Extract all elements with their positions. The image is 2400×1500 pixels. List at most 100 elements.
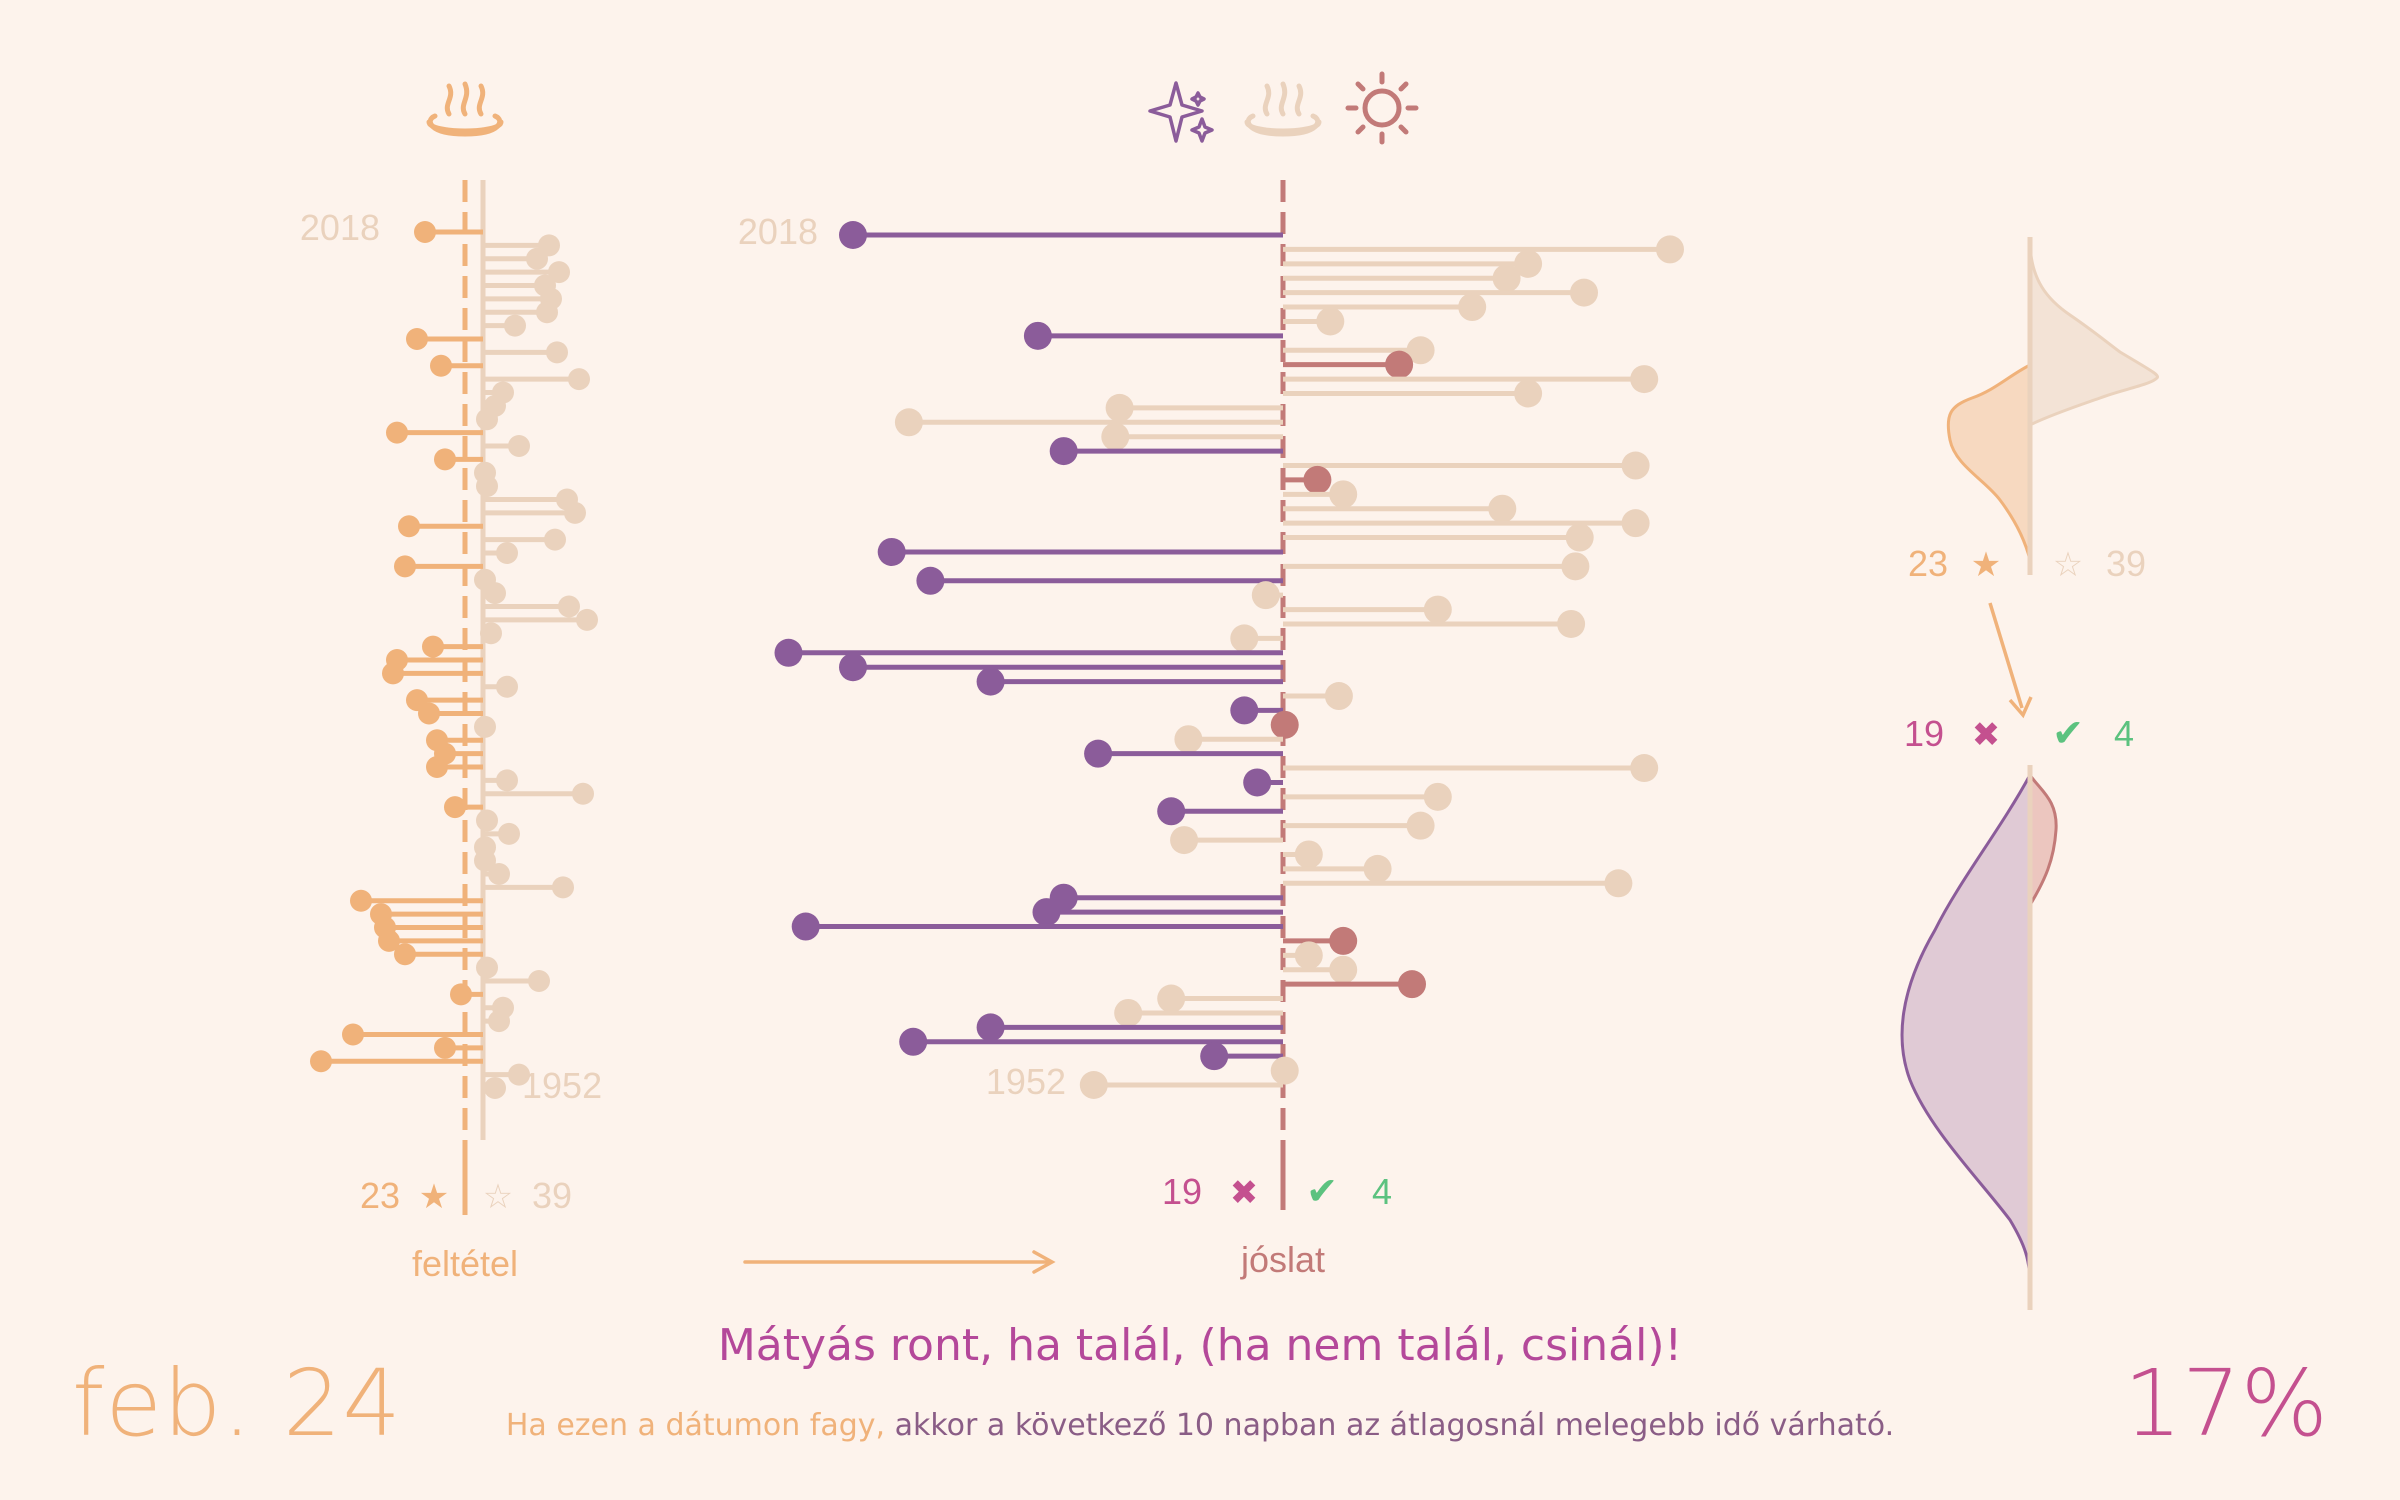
prediction-lollipops <box>774 221 1684 1099</box>
condition-dot <box>488 863 510 885</box>
explanation: Ha ezen a dátumon fagy, akkor a következ… <box>0 1408 2400 1443</box>
prediction-dot <box>1032 898 1061 927</box>
flow-arrow <box>743 1250 1056 1274</box>
condition-dot <box>498 822 520 845</box>
prediction-dot <box>1630 754 1659 783</box>
check-icon: ✔ <box>1306 1171 1338 1213</box>
prediction-dot <box>1079 1071 1108 1099</box>
condition-dot <box>406 328 428 350</box>
condition-dot <box>488 1010 510 1033</box>
condition-dot <box>474 849 496 872</box>
frost-density <box>1946 362 2032 561</box>
prediction-dot <box>1170 826 1199 855</box>
prediction-dot <box>1157 797 1186 826</box>
prediction-dot <box>1557 609 1586 638</box>
prediction-dot <box>1423 782 1452 811</box>
explanation-condition: Ha ezen a dátumon fagy, <box>505 1408 886 1443</box>
dist-star-filled-icon: ★ <box>1971 546 2001 584</box>
condition-dot <box>430 354 452 377</box>
condition-dot <box>434 448 456 471</box>
condition-dot <box>564 501 586 524</box>
prediction-year-top: 2018 <box>738 211 818 252</box>
prediction-dot <box>1656 235 1684 264</box>
prediction-dot <box>1230 624 1259 653</box>
prediction-dot <box>839 653 867 682</box>
prediction-dot <box>1114 998 1143 1027</box>
condition-dot <box>474 715 496 738</box>
condition-dot <box>414 221 436 243</box>
condition-dot <box>496 542 518 564</box>
condition-dot <box>426 756 448 778</box>
prediction-dot <box>839 221 867 249</box>
prediction-year-bottom: 1952 <box>986 1061 1066 1102</box>
condition-dot <box>476 408 498 431</box>
prediction-dot <box>1200 1042 1229 1071</box>
condition-dot <box>450 983 472 1006</box>
star-filled-icon: ★ <box>419 1178 449 1216</box>
prediction-dot <box>791 912 820 941</box>
condition-dot <box>536 301 558 324</box>
prediction-dot <box>1084 739 1113 768</box>
prediction-dot <box>1294 840 1323 869</box>
frost-count: 23 <box>360 1175 400 1216</box>
prediction-dot <box>894 408 923 437</box>
prediction-label: jóslat <box>1240 1239 1325 1280</box>
condition-year-bottom: 1952 <box>522 1065 602 1106</box>
condition-dot <box>342 1023 364 1046</box>
condition-dot <box>544 528 566 551</box>
condition-dot <box>572 782 594 805</box>
prediction-dot <box>1049 437 1078 466</box>
prediction-dot <box>1251 581 1280 610</box>
condition-dot <box>310 1050 332 1073</box>
prediction-dot <box>1270 710 1299 739</box>
prediction-dot <box>1565 523 1594 552</box>
condition-dot <box>504 314 526 337</box>
prediction-dot <box>1488 494 1517 523</box>
dist-frost-count: 23 <box>1908 543 1948 584</box>
prediction-dot <box>976 667 1005 696</box>
condition-dot <box>422 635 444 658</box>
prediction-dot <box>1270 1056 1299 1085</box>
prediction-dot <box>1023 321 1052 350</box>
prediction-dot <box>1423 595 1452 624</box>
condition-dot <box>526 247 548 270</box>
prediction-dot <box>899 1027 928 1056</box>
hot-spring-icon <box>426 81 504 137</box>
wrong-count: 19 <box>1162 1171 1202 1212</box>
prediction-dot <box>877 537 906 566</box>
prediction-dot <box>1492 264 1521 293</box>
prediction-dot <box>1329 480 1358 509</box>
prediction-dot <box>1458 293 1487 322</box>
condition-dot <box>476 475 498 498</box>
star-empty-icon: ☆ <box>483 1178 513 1216</box>
prediction-dot <box>1630 365 1659 394</box>
prediction-dot <box>1329 926 1358 955</box>
non-frost-density <box>2028 239 2160 428</box>
condition-lollipops <box>310 221 598 1099</box>
prediction-dot <box>1561 552 1590 581</box>
prediction-panel <box>774 71 1684 1210</box>
prediction-dot <box>1324 682 1353 711</box>
condition-dot <box>548 261 570 284</box>
prediction-dot <box>1230 696 1259 725</box>
proverb-title: Mátyás ront, ha talál, (ha nem talál, cs… <box>717 1320 1683 1371</box>
prediction-dot <box>774 638 803 667</box>
explanation-result: akkor a következő 10 napban az átlagosná… <box>894 1408 1895 1443</box>
distribution-panel <box>1900 237 2160 1310</box>
dist-star-empty-icon: ☆ <box>2053 546 2083 584</box>
prediction-dot <box>1604 869 1633 898</box>
percent-label: 17% <box>2123 1350 2328 1457</box>
cross-icon: ✖ <box>1230 1174 1259 1212</box>
prediction-dot <box>1243 768 1272 797</box>
wrong-density <box>1900 774 2032 1286</box>
condition-dot <box>552 876 574 899</box>
condition-dot <box>382 662 404 685</box>
condition-label: feltétel <box>412 1243 518 1284</box>
condition-dot <box>496 675 518 698</box>
condition-dot <box>546 341 568 364</box>
prediction-dot <box>1316 307 1345 336</box>
condition-dot <box>350 889 372 912</box>
condition-dot <box>568 368 590 391</box>
condition-dot <box>484 582 506 605</box>
sun-icon <box>1345 71 1419 145</box>
